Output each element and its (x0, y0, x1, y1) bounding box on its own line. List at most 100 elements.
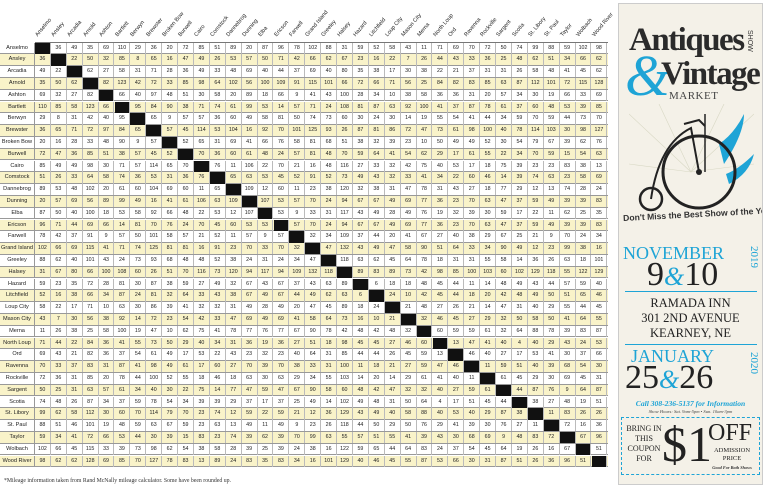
mileage-cell: 70 (274, 243, 290, 255)
column-header-label: Sargent (495, 19, 513, 38)
mileage-cell: 76 (496, 420, 512, 432)
mileage-cell: 43 (433, 431, 449, 444)
mileage-cell: 40 (528, 302, 544, 314)
mileage-cell: 33 (305, 207, 322, 219)
mileage-cell: 66 (99, 219, 115, 231)
mileage-cell: 33 (305, 361, 322, 373)
mileage-cell: 114 (146, 408, 163, 420)
mileage-cell: 81 (305, 148, 322, 160)
mileage-cell: 58 (99, 325, 115, 337)
column-header-label: Wood River (590, 11, 615, 38)
mileage-cell: 49 (258, 313, 274, 326)
mileage-cell: 84 (146, 101, 163, 113)
table-row: Ashton 69 32 27 82 66 40 97 48 51 30 58 20 89 18 66 9 41 4… (0, 89, 608, 102)
mileage-cell: 76 (544, 384, 560, 396)
row-label: Litchfield (0, 290, 35, 303)
mileage-cell: 9 (289, 207, 306, 219)
mileage-cell: 18 (321, 337, 338, 349)
mileage-cell: 70 (464, 42, 481, 54)
mileage-cell: 76 (258, 325, 274, 337)
mileage-cell: 76 (274, 136, 290, 149)
mileage-cell: 89 (35, 184, 51, 196)
diagonal-cell (98, 89, 115, 101)
mileage-cell: 30 (401, 66, 417, 78)
mileage-cell: 41 (464, 113, 481, 125)
column-header: Dannebrog (225, 0, 247, 42)
column-header: Brewster (146, 0, 165, 42)
mileage-cell: 46 (592, 290, 608, 302)
mileage-cell: 32 (369, 136, 385, 149)
mileage-cell: 24 (321, 101, 338, 113)
mileage-cell: 33 (67, 172, 83, 184)
mileage-cell: 44 (512, 384, 528, 396)
mileage-cell: 16 (305, 455, 322, 467)
coupon-text: PRICE (722, 455, 742, 462)
mileage-cell: 34 (480, 243, 497, 255)
mileage-cell: 57 (146, 136, 163, 149)
mileage-cell: 14 (401, 113, 417, 125)
mileage-cell: 18 (194, 372, 210, 385)
mileage-cell: 60 (226, 148, 242, 160)
mileage-cell: 49 (512, 243, 528, 255)
mileage-cell: 85 (480, 77, 497, 90)
mileage-cell: 48 (178, 207, 194, 219)
mileage-cell: 75 (496, 160, 512, 172)
mileage-cell: 49 (305, 396, 322, 408)
mileage-cell: 72 (178, 42, 194, 54)
mileage-cell: 129 (592, 266, 608, 278)
mileage-cell: 53 (433, 455, 449, 467)
mileage-cell: 30 (544, 372, 560, 385)
table-row: Comstock 51 26 33 64 58 74 36 53 31 36 76 65 63 53 45 52… (0, 172, 608, 185)
mileage-cell: 49 (353, 396, 369, 408)
mileage-cell: 30 (496, 136, 512, 149)
mileage-cell: 74 (115, 172, 131, 184)
mileage-cell: 49 (274, 302, 290, 314)
mileage-cell: 53 (274, 207, 290, 219)
mileage-cell: 31 (480, 66, 497, 78)
mileage-cell: 81 (146, 290, 163, 302)
mileage-cell: 10 (369, 313, 385, 326)
mileage-cell: 47 (226, 313, 242, 326)
mileage-cell: 60 (178, 184, 194, 196)
mileage-cell: 114 (194, 125, 210, 137)
mileage-cell: 62 (258, 431, 274, 444)
mileage-cell: 72 (146, 77, 163, 90)
mileage-cell: 48 (385, 325, 401, 337)
mileage-cell: 82 (448, 77, 465, 90)
row-label: Dannebrog (0, 184, 35, 196)
mileage-cell: 58 (305, 313, 322, 326)
mileage-cell: 59 (544, 113, 560, 125)
mileage-cell: 31 (496, 66, 512, 78)
diagonal-cell (321, 254, 338, 267)
mileage-cell: 107 (258, 195, 274, 208)
mileage-cell: 34 (433, 172, 449, 184)
mileage-cell: 67 (576, 431, 592, 444)
mileage-cell: 82 (83, 349, 99, 361)
mileage-cell: 59 (528, 219, 544, 231)
mileage-cell: 41 (433, 372, 449, 385)
mileage-cell: 20 (99, 184, 115, 196)
mileage-cell: 80 (67, 266, 83, 278)
mileage-cell: 128 (83, 455, 99, 467)
mileage-cell: 47 (274, 384, 290, 396)
mileage-cell: 19 (544, 89, 560, 101)
diagonal-cell (432, 337, 449, 349)
mileage-cell: 49 (242, 420, 258, 432)
mileage-cell: 102 (576, 42, 592, 54)
mileage-cell: 87 (369, 101, 385, 113)
mileage-cell: 57 (274, 231, 290, 243)
mileage-cell: 89 (353, 266, 369, 278)
mileage-cell: 98 (146, 443, 163, 455)
column-header: Wood River (591, 0, 614, 42)
mileage-cell: 50 (401, 420, 417, 432)
mileage-cell: 27 (464, 313, 481, 326)
mileage-cell: 53 (242, 219, 258, 231)
mileage-cell: 38 (353, 136, 369, 149)
mileage-cell: 101 (83, 420, 99, 432)
mileage-table: Anselmo Ansley Arcadia Arnold Ashton Bartlett… (0, 0, 614, 468)
row-label: Cairo (0, 160, 35, 173)
mileage-cell: 101 (321, 77, 338, 90)
row-label: Wood River (0, 455, 35, 468)
mileage-cell: 72 (480, 42, 497, 54)
mileage-cell: 40 (448, 372, 465, 385)
